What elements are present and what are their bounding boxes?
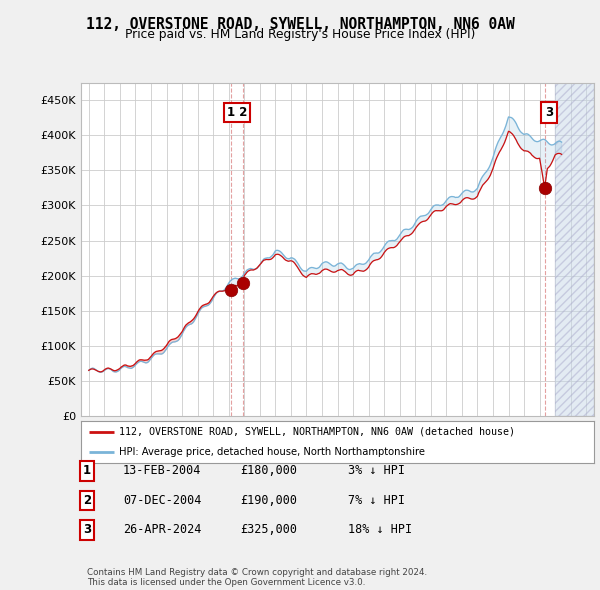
Text: This data is licensed under the Open Government Licence v3.0.: This data is licensed under the Open Gov… xyxy=(87,578,365,587)
Text: 07-DEC-2004: 07-DEC-2004 xyxy=(123,494,202,507)
Text: 26-APR-2024: 26-APR-2024 xyxy=(123,523,202,536)
Text: £180,000: £180,000 xyxy=(240,464,297,477)
Text: 3% ↓ HPI: 3% ↓ HPI xyxy=(348,464,405,477)
Text: 3: 3 xyxy=(83,523,91,536)
Text: 18% ↓ HPI: 18% ↓ HPI xyxy=(348,523,412,536)
Text: Price paid vs. HM Land Registry's House Price Index (HPI): Price paid vs. HM Land Registry's House … xyxy=(125,28,475,41)
Text: 2: 2 xyxy=(83,494,91,507)
Text: 1 2: 1 2 xyxy=(227,106,247,119)
Text: 112, OVERSTONE ROAD, SYWELL, NORTHAMPTON, NN6 0AW: 112, OVERSTONE ROAD, SYWELL, NORTHAMPTON… xyxy=(86,17,514,31)
Text: £190,000: £190,000 xyxy=(240,494,297,507)
Text: £325,000: £325,000 xyxy=(240,523,297,536)
Text: 1: 1 xyxy=(83,464,91,477)
Polygon shape xyxy=(555,79,594,416)
Text: 112, OVERSTONE ROAD, SYWELL, NORTHAMPTON, NN6 0AW (detached house): 112, OVERSTONE ROAD, SYWELL, NORTHAMPTON… xyxy=(119,427,515,437)
Text: Contains HM Land Registry data © Crown copyright and database right 2024.: Contains HM Land Registry data © Crown c… xyxy=(87,568,427,577)
Text: HPI: Average price, detached house, North Northamptonshire: HPI: Average price, detached house, Nort… xyxy=(119,447,425,457)
Text: 13-FEB-2004: 13-FEB-2004 xyxy=(123,464,202,477)
Text: 7% ↓ HPI: 7% ↓ HPI xyxy=(348,494,405,507)
Text: 3: 3 xyxy=(545,106,553,119)
